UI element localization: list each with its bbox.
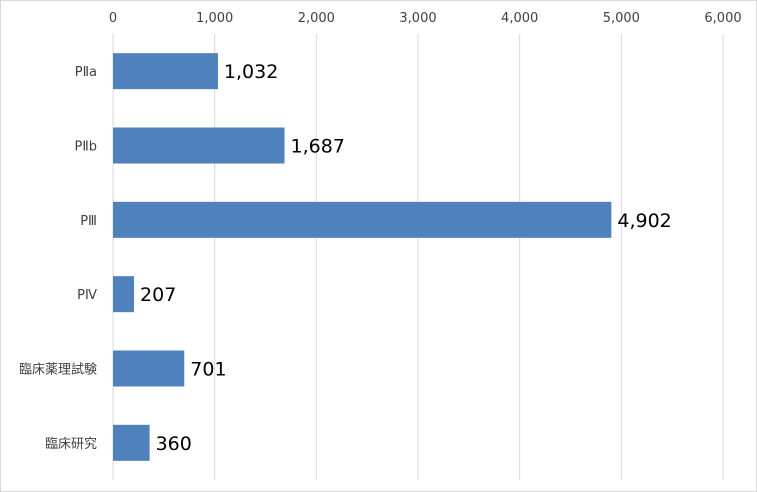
bar [113,350,185,387]
data-label: 1,032 [224,61,278,83]
x-tick-label: 5,000 [603,11,640,26]
x-tick-label: 1,000 [196,11,233,26]
data-label: 701 [190,359,226,381]
bar [113,276,135,313]
bar [113,53,218,90]
category-label: PⅡb [75,140,98,155]
x-tick-label: 4,000 [501,11,538,26]
bar [113,201,612,238]
category-label: 臨床研究 [45,437,97,452]
bar [113,127,285,164]
bar [113,424,150,461]
category-label: 臨床薬理試験 [19,362,97,378]
data-label: 207 [140,284,176,306]
category-label: PⅣ [77,288,97,303]
x-axis-ticks: 0 1,000 2,000 3,000 4,000 5,000 6,000 [109,11,742,26]
x-tick-label: 3,000 [399,11,436,26]
category-label: PⅡa [75,65,97,80]
x-tick-label: 2,000 [298,11,335,26]
bars [113,53,612,461]
x-tick-label: 0 [109,11,117,26]
data-labels: 1,032 1,687 4,902 207 701 360 [140,61,672,455]
category-label: PⅢ [80,214,97,229]
data-label: 360 [156,433,192,455]
gridlines [112,34,724,480]
data-label: 4,902 [617,210,671,232]
data-label: 1,687 [291,136,345,158]
x-tick-label: 6,000 [704,11,741,26]
